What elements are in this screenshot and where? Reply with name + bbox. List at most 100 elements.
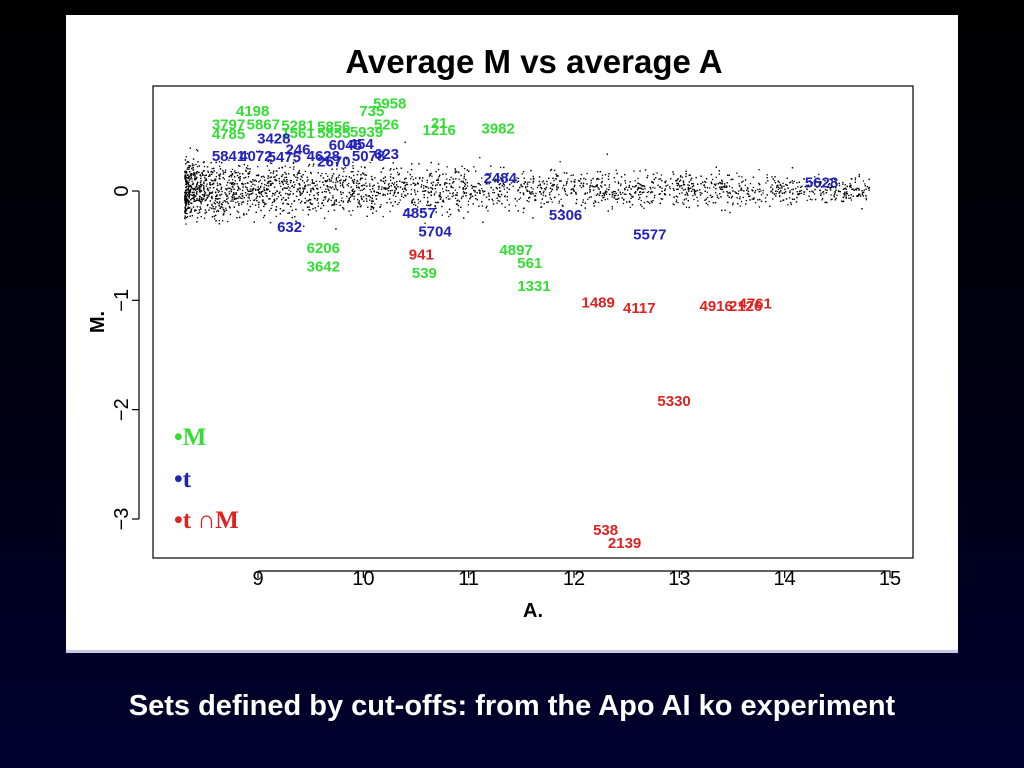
cloud-point [412,182,414,184]
cloud-point [566,180,568,183]
cloud-point [617,189,620,191]
cloud-point [501,185,503,187]
cloud-point [403,181,405,183]
cloud-point [292,168,295,170]
cloud-point [207,171,209,173]
cloud-point [304,202,307,204]
cloud-point [289,187,291,189]
cloud-point [672,173,675,175]
cloud-point [196,221,198,223]
cloud-point [203,181,205,183]
cloud-point [202,161,205,164]
cloud-point [599,171,601,173]
cloud-point [529,192,531,195]
cloud-point [299,184,301,186]
cloud-point [842,188,845,190]
cloud-point [850,186,852,188]
cloud-point [356,174,359,176]
cloud-point [187,183,189,185]
cloud-point [643,191,645,193]
cloud-point [598,188,600,190]
cloud-point [231,182,233,184]
cloud-point [394,201,396,203]
cloud-point [380,204,382,206]
cloud-point [189,171,191,173]
cloud-point [195,195,197,197]
cloud-point [441,214,443,216]
cloud-point [603,194,605,196]
cloud-point [475,198,477,200]
cloud-point [299,202,302,204]
cloud-point [799,190,801,192]
cloud-point [342,185,344,187]
cloud-point [271,182,273,185]
cloud-point [184,197,186,200]
cloud-point [257,189,259,192]
cloud-point [216,195,218,197]
cloud-point [255,197,257,200]
cloud-point [488,183,490,185]
cloud-point [307,179,309,181]
cloud-point [237,185,239,188]
cloud-point [607,210,609,212]
cloud-point [243,214,245,216]
cloud-point [773,193,776,195]
cloud-point [741,189,743,191]
cloud-point [313,163,315,165]
cloud-point [721,181,723,183]
cloud-point [819,183,821,185]
cloud-point [345,175,347,178]
cloud-point [481,177,483,179]
cloud-point [245,169,247,172]
cloud-point [498,194,500,196]
cloud-point [785,191,787,193]
cloud-point [322,177,325,179]
cloud-point [402,188,404,190]
cloud-point [192,167,194,169]
cloud-point [343,179,345,182]
cloud-point [552,183,554,186]
cloud-point [625,193,627,195]
gene-label: 2139 [608,535,641,552]
cloud-point [423,185,425,187]
cloud-point [450,186,452,188]
cloud-point [565,184,567,186]
cloud-point [319,186,322,189]
cloud-point [657,184,659,186]
cloud-point [779,187,781,189]
cloud-point [193,194,196,197]
cloud-point [596,178,598,180]
cloud-point [475,170,477,172]
cloud-point [615,192,617,194]
gene-label: 2484 [484,170,518,187]
cloud-point [539,183,541,185]
cloud-point [608,186,610,188]
cloud-point [401,193,403,195]
cloud-point [195,192,198,195]
cloud-point [353,174,355,177]
cloud-point [270,155,272,158]
cloud-point [779,195,781,197]
cloud-point [472,185,474,188]
cloud-point [217,184,219,186]
cloud-point [861,190,863,192]
cloud-point [573,180,575,183]
cloud-point [318,153,320,156]
cloud-point [265,203,267,205]
cloud-point [242,189,244,192]
cloud-point [530,187,532,189]
cloud-point [232,197,234,199]
cloud-point [331,204,333,206]
cloud-point [646,200,648,203]
cloud-point [816,181,818,183]
cloud-point [434,188,436,190]
cloud-point [246,152,249,155]
cloud-point [575,193,577,195]
cloud-point [675,201,677,203]
cloud-point [284,171,286,174]
cloud-point [653,178,655,180]
cloud-point [791,189,793,191]
cloud-point [227,220,229,223]
cloud-point [360,177,362,179]
cloud-point [184,201,187,203]
